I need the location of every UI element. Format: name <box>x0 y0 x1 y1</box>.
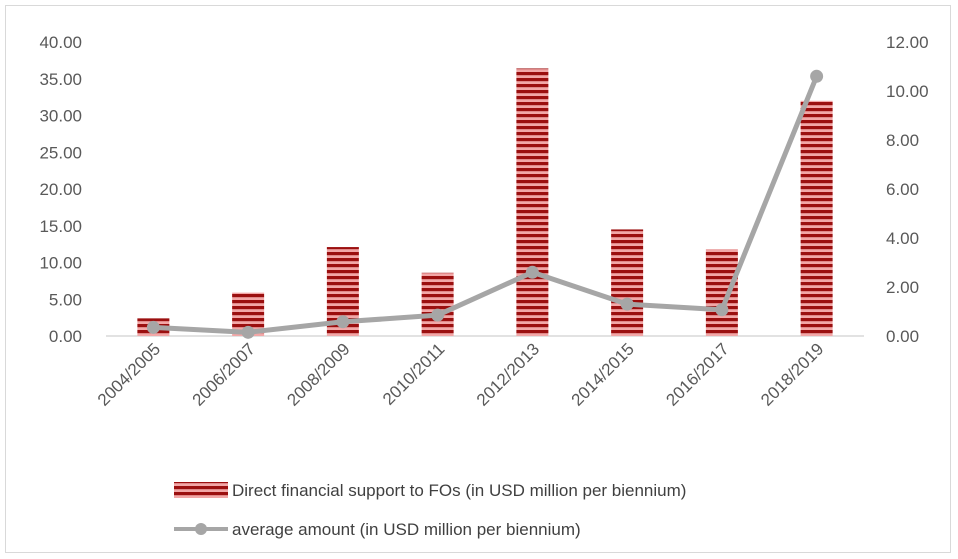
right-tick-label: 4.00 <box>886 229 919 248</box>
chart: 0.00 5.00 10.00 15.00 20.00 25.00 30.00 35.00 40… <box>39 33 929 539</box>
x-tick-label: 2014/2015 <box>568 339 638 409</box>
line-point <box>620 297 634 311</box>
line-point <box>336 315 350 329</box>
left-tick-label: 25.00 <box>39 143 82 162</box>
legend-line-label: average amount (in USD million per bienn… <box>232 520 581 539</box>
bar <box>421 272 454 336</box>
right-tick-label: 0.00 <box>886 327 919 346</box>
x-tick-label: 2010/2011 <box>379 339 448 408</box>
legend: Direct financial support to FOs (in USD … <box>174 481 686 539</box>
line-point <box>431 308 445 322</box>
legend-bar-swatch <box>174 482 228 498</box>
left-tick-label: 40.00 <box>39 33 82 52</box>
x-tick-label: 2018/2019 <box>757 339 827 409</box>
right-tick-label: 8.00 <box>886 131 919 150</box>
line-point <box>146 320 160 334</box>
x-tick-label: 2006/2007 <box>189 339 259 409</box>
right-axis-ticks: 0.00 2.00 4.00 6.00 8.00 10.00 12.00 <box>886 33 929 346</box>
left-tick-label: 10.00 <box>39 254 82 273</box>
left-tick-label: 5.00 <box>49 290 82 309</box>
left-axis-ticks: 0.00 5.00 10.00 15.00 20.00 25.00 30.00 35.00 40… <box>39 33 82 346</box>
legend-line-marker <box>195 523 207 535</box>
x-tick-label: 2016/2017 <box>662 339 732 409</box>
bar <box>705 249 738 336</box>
bar-series <box>137 68 833 337</box>
bar <box>516 68 549 337</box>
left-tick-label: 30.00 <box>39 107 82 126</box>
chart-frame: 0.00 5.00 10.00 15.00 20.00 25.00 30.00 35.00 40… <box>5 5 951 553</box>
line-point <box>241 325 255 339</box>
bar <box>800 100 833 336</box>
legend-bar-label: Direct financial support to FOs (in USD … <box>232 481 686 500</box>
left-tick-label: 0.00 <box>49 327 82 346</box>
line-point <box>810 69 824 83</box>
left-tick-label: 35.00 <box>39 70 82 89</box>
line-series <box>146 69 824 339</box>
line-point <box>525 265 539 279</box>
x-tick-label: 2008/2009 <box>283 339 353 409</box>
right-tick-label: 12.00 <box>886 33 929 52</box>
left-tick-label: 20.00 <box>39 180 82 199</box>
x-axis-ticks: 2004/2005 2006/2007 2008/2009 2010/2011 2012… <box>94 339 828 409</box>
x-tick-label: 2004/2005 <box>94 339 164 409</box>
left-tick-label: 15.00 <box>39 217 82 236</box>
right-tick-label: 2.00 <box>886 278 919 297</box>
series-line <box>153 75 819 335</box>
x-tick-label: 2012/2013 <box>473 339 543 409</box>
bar <box>611 229 644 336</box>
line-point <box>715 303 729 317</box>
right-tick-label: 10.00 <box>886 82 929 101</box>
right-tick-label: 6.00 <box>886 180 919 199</box>
